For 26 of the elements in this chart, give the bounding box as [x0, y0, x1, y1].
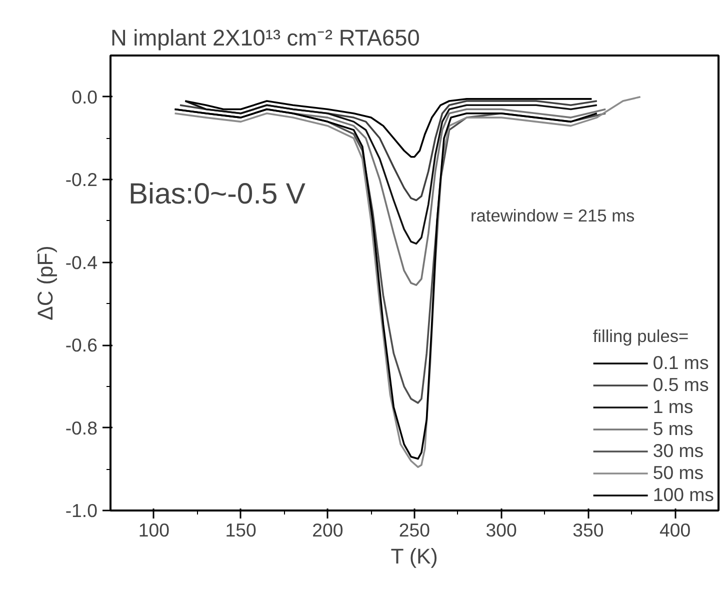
x-tick-label: 200 — [312, 520, 344, 540]
legend-label: 50 ms — [652, 462, 704, 484]
y-tick-label: 0.0 — [72, 86, 98, 108]
x-tick-label: 400 — [660, 520, 691, 540]
legend-label: 100 ms — [652, 484, 714, 506]
x-tick-label: 350 — [572, 520, 604, 540]
x-tick-label: 150 — [225, 520, 256, 540]
x-tick-label: 250 — [398, 520, 430, 540]
x-axis-title: T (K) — [390, 544, 438, 568]
y-axis-title: ΔC (pF) — [33, 246, 58, 320]
legend-label: 1 ms — [652, 396, 694, 418]
y-tick-label: -0.2 — [65, 169, 98, 190]
x-tick-label: 100 — [138, 520, 170, 540]
y-tick-label: -0.4 — [65, 252, 98, 273]
annotation: Bias:0~-0.5 V — [128, 178, 306, 210]
x-tick-label: 300 — [486, 520, 517, 540]
legend-label: 0.1 ms — [652, 352, 709, 374]
legend-label: 5 ms — [652, 418, 694, 440]
annotation: ratewindow = 215 ms — [470, 206, 636, 226]
chart-title: N implant 2X10¹³ cm⁻² RTA650 — [110, 24, 420, 50]
legend-title: filling pules= — [592, 326, 690, 347]
legend-label: 0.5 ms — [652, 374, 709, 396]
legend-label: 30 ms — [652, 440, 704, 462]
y-tick-label: -1.0 — [65, 500, 98, 521]
y-tick-label: -0.6 — [65, 334, 98, 356]
y-tick-label: -0.8 — [65, 417, 98, 438]
